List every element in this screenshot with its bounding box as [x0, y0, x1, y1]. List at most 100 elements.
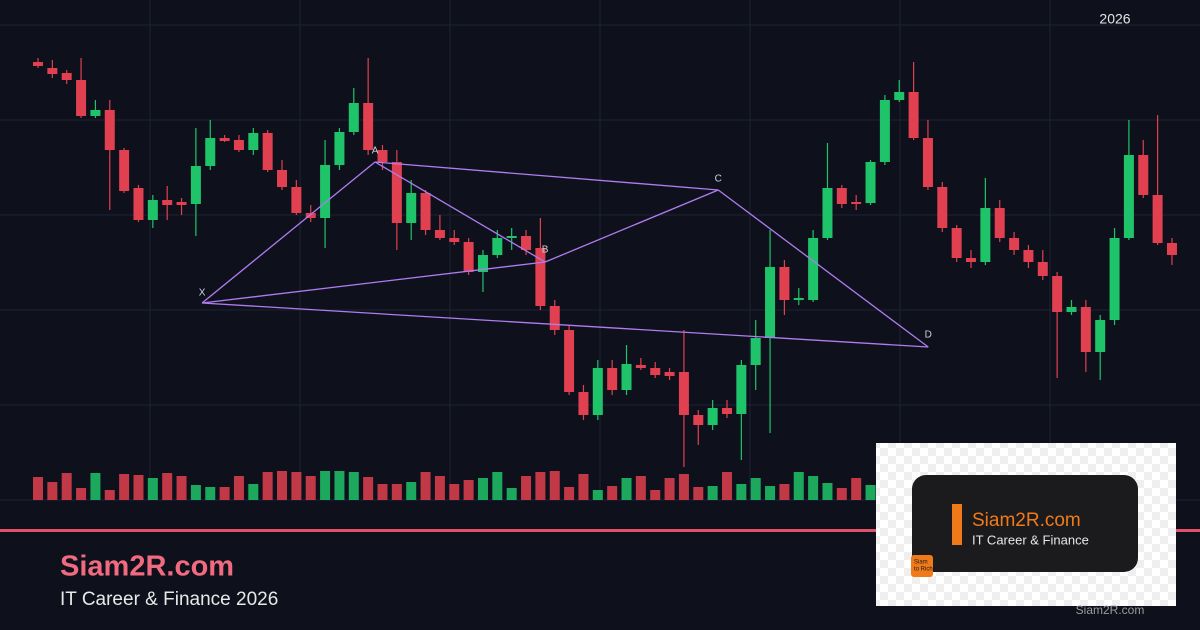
candle-body — [678, 372, 689, 415]
volume-bar — [420, 472, 431, 500]
volume-bar — [76, 488, 87, 500]
pattern-line — [374, 161, 546, 263]
volume-bar — [707, 486, 718, 500]
pattern-label: C — [715, 174, 722, 185]
candle-body — [477, 255, 488, 272]
pattern-line — [201, 161, 376, 304]
candle-body — [1009, 238, 1020, 250]
volume-bar — [736, 484, 747, 500]
volume-bar — [233, 476, 244, 500]
volume-bar — [549, 471, 560, 500]
candle-body — [104, 110, 115, 150]
candle-body — [865, 162, 876, 203]
volume-bar — [219, 487, 230, 500]
candle-body — [1080, 307, 1091, 352]
logo-badge — [911, 555, 933, 577]
candle-body — [377, 150, 388, 162]
candle-body — [61, 73, 72, 80]
pattern-label: X — [199, 288, 206, 299]
volume-bar — [822, 483, 833, 500]
pattern-line — [201, 261, 546, 304]
candle-body — [607, 368, 618, 390]
candles — [33, 58, 1177, 467]
volume-bar — [190, 485, 201, 500]
candle-body — [1152, 195, 1163, 243]
candle-body — [320, 165, 331, 218]
candle-body — [736, 365, 747, 414]
volume-bar — [119, 474, 130, 500]
volume-bar — [521, 476, 532, 500]
logo-badge-text: to Rich — [914, 567, 933, 573]
volume-bar — [248, 484, 259, 500]
logo-title: Siam2R.com — [972, 510, 1081, 531]
candle-body — [908, 92, 919, 138]
candle-body — [449, 238, 460, 242]
candle-body — [549, 306, 560, 330]
candle-body — [650, 368, 661, 375]
candle-body — [90, 110, 101, 116]
volume-bar — [750, 478, 761, 500]
volume-bar — [477, 478, 488, 500]
candle-body — [980, 208, 991, 262]
candle-body — [592, 368, 603, 415]
candle-body — [119, 150, 130, 191]
candle-body — [635, 365, 646, 368]
volume-bar — [176, 476, 187, 500]
candle-body — [420, 193, 431, 230]
candle-body — [291, 187, 302, 213]
candle-body — [1095, 320, 1106, 352]
candle-body — [1123, 155, 1134, 238]
candle-body — [578, 392, 589, 415]
candle-body — [305, 213, 316, 218]
candle-body — [406, 193, 417, 223]
volume-bar — [61, 473, 72, 500]
logo-badge-text: Siam — [914, 560, 928, 566]
volume-bar — [678, 474, 689, 500]
candle-body — [219, 138, 230, 141]
volume-bar — [851, 478, 862, 500]
volume-bar — [205, 487, 216, 500]
volume-bar — [334, 471, 345, 500]
candle-body — [1066, 307, 1077, 312]
volume-bar — [793, 472, 804, 500]
candle-body — [1052, 276, 1063, 312]
volume-bar — [277, 471, 288, 500]
candle-body — [190, 166, 201, 204]
candle-body — [1023, 250, 1034, 262]
volume-bar — [434, 476, 445, 500]
volume-bar — [865, 485, 876, 500]
watermark: Siam2R.com — [1076, 603, 1145, 617]
logo: Siam2R.com IT Career & Finance Siam to R… — [876, 443, 1176, 606]
candle-body — [951, 228, 962, 258]
candle-body — [937, 187, 948, 228]
candle-body — [233, 140, 244, 150]
volume-bar — [693, 487, 704, 500]
volume-bar — [348, 472, 359, 500]
volume-bar — [592, 490, 603, 500]
harmonic-pattern: X A B C D — [199, 146, 932, 348]
candle-body — [521, 236, 532, 250]
candle-body — [535, 248, 546, 306]
candle-body — [851, 202, 862, 204]
candle-body — [1109, 238, 1120, 320]
logo-subtitle: IT Career & Finance — [972, 532, 1089, 547]
candle-body — [1138, 155, 1149, 195]
volume-bar — [808, 476, 819, 500]
volume-bar — [607, 486, 618, 500]
volume-bar — [721, 472, 732, 500]
volume-bar — [650, 490, 661, 500]
volume-bar — [363, 477, 374, 500]
candle-body — [47, 68, 58, 74]
candle-body — [262, 133, 273, 170]
grid — [0, 0, 1200, 501]
candle-body — [879, 100, 890, 162]
candle-body — [750, 338, 761, 365]
logo-card — [912, 475, 1138, 572]
pattern-label: A — [372, 146, 379, 157]
candle-body — [248, 133, 259, 150]
pattern-line — [374, 161, 719, 191]
candle-body — [334, 132, 345, 165]
candle-body — [506, 236, 517, 238]
candle-body — [922, 138, 933, 187]
candle-body — [434, 230, 445, 238]
